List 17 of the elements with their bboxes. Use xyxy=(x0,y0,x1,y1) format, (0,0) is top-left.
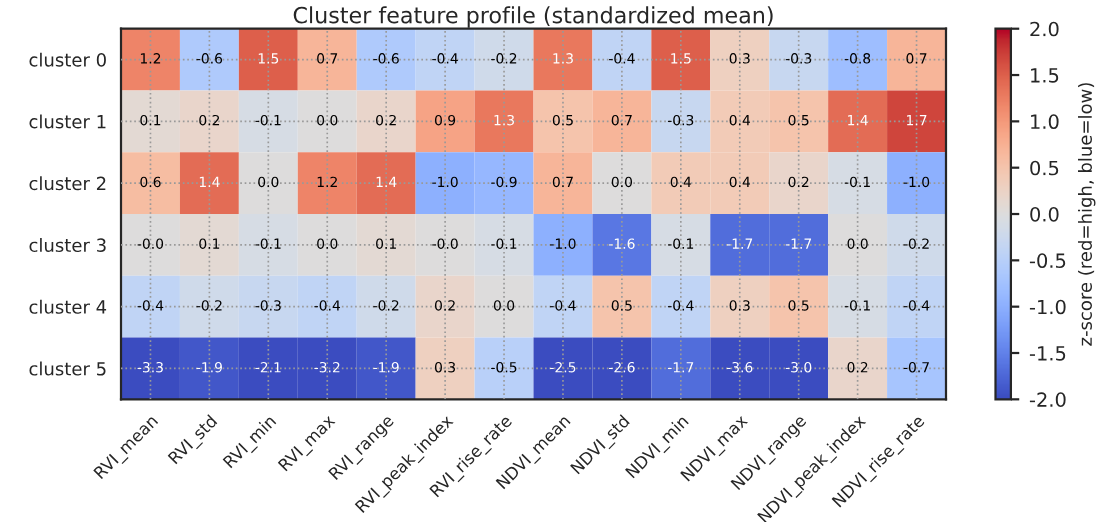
color-bar-label: -1.0 xyxy=(1029,299,1066,315)
color-bar-label: -0.5 xyxy=(1029,253,1066,269)
color-bar-label: -2.0 xyxy=(1029,392,1066,407)
y-tick-label: cluster 5 xyxy=(29,361,106,376)
y-tick-label: cluster 3 xyxy=(29,238,106,253)
color-bar-title: z-score (red=high, blue=low) xyxy=(1078,83,1096,346)
y-tick-label: cluster 2 xyxy=(29,176,106,191)
y-tick-label: cluster 0 xyxy=(29,52,106,67)
color-bar-label: -1.5 xyxy=(1029,346,1066,361)
chart-title: Cluster feature profile (standardized mean) xyxy=(293,6,773,28)
color-bar-label: 0.0 xyxy=(1030,206,1059,222)
color-bar-label: 1.5 xyxy=(1031,68,1059,83)
y-tick-label: cluster 1 xyxy=(29,114,106,129)
y-tick-label: cluster 4 xyxy=(29,299,107,314)
color-bar-label: 1.0 xyxy=(1031,114,1059,130)
color-bar-label: 0.5 xyxy=(1030,160,1059,176)
color-bar-label: 2.0 xyxy=(1030,21,1059,37)
